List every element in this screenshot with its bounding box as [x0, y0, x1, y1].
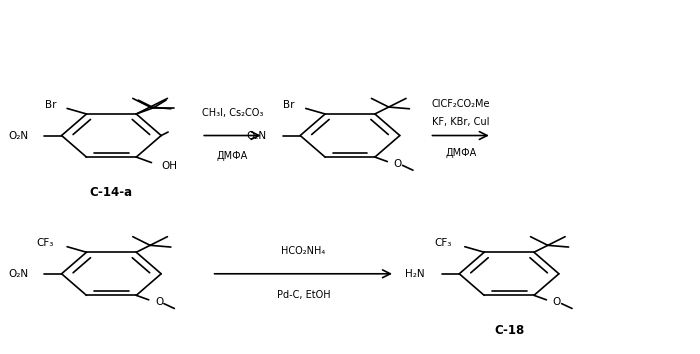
Text: ДМФА: ДМФА	[445, 148, 476, 158]
Text: CF₃: CF₃	[36, 238, 54, 248]
Text: ClCF₂CO₂Me: ClCF₂CO₂Me	[431, 99, 490, 109]
Text: C-18: C-18	[494, 324, 524, 337]
Text: OH: OH	[162, 161, 178, 171]
Text: Pd-C, EtOH: Pd-C, EtOH	[276, 290, 330, 299]
Text: H₂N: H₂N	[405, 269, 424, 279]
Text: Br: Br	[284, 100, 295, 110]
Text: KF, KBr, CuI: KF, KBr, CuI	[432, 118, 489, 127]
Text: O: O	[393, 159, 402, 169]
Text: CH₃I, Cs₂CO₃: CH₃I, Cs₂CO₃	[202, 108, 263, 118]
Text: Br: Br	[45, 100, 56, 110]
Text: O: O	[155, 297, 163, 307]
Text: HCO₂NH₄: HCO₂NH₄	[281, 246, 326, 256]
Text: C-14-a: C-14-a	[90, 186, 133, 199]
Text: O: O	[553, 297, 561, 307]
Text: O₂N: O₂N	[8, 131, 28, 141]
Text: CF₃: CF₃	[434, 238, 452, 248]
Text: ДМФА: ДМФА	[217, 151, 248, 161]
Text: O₂N: O₂N	[246, 131, 267, 141]
Text: O₂N: O₂N	[8, 269, 28, 279]
